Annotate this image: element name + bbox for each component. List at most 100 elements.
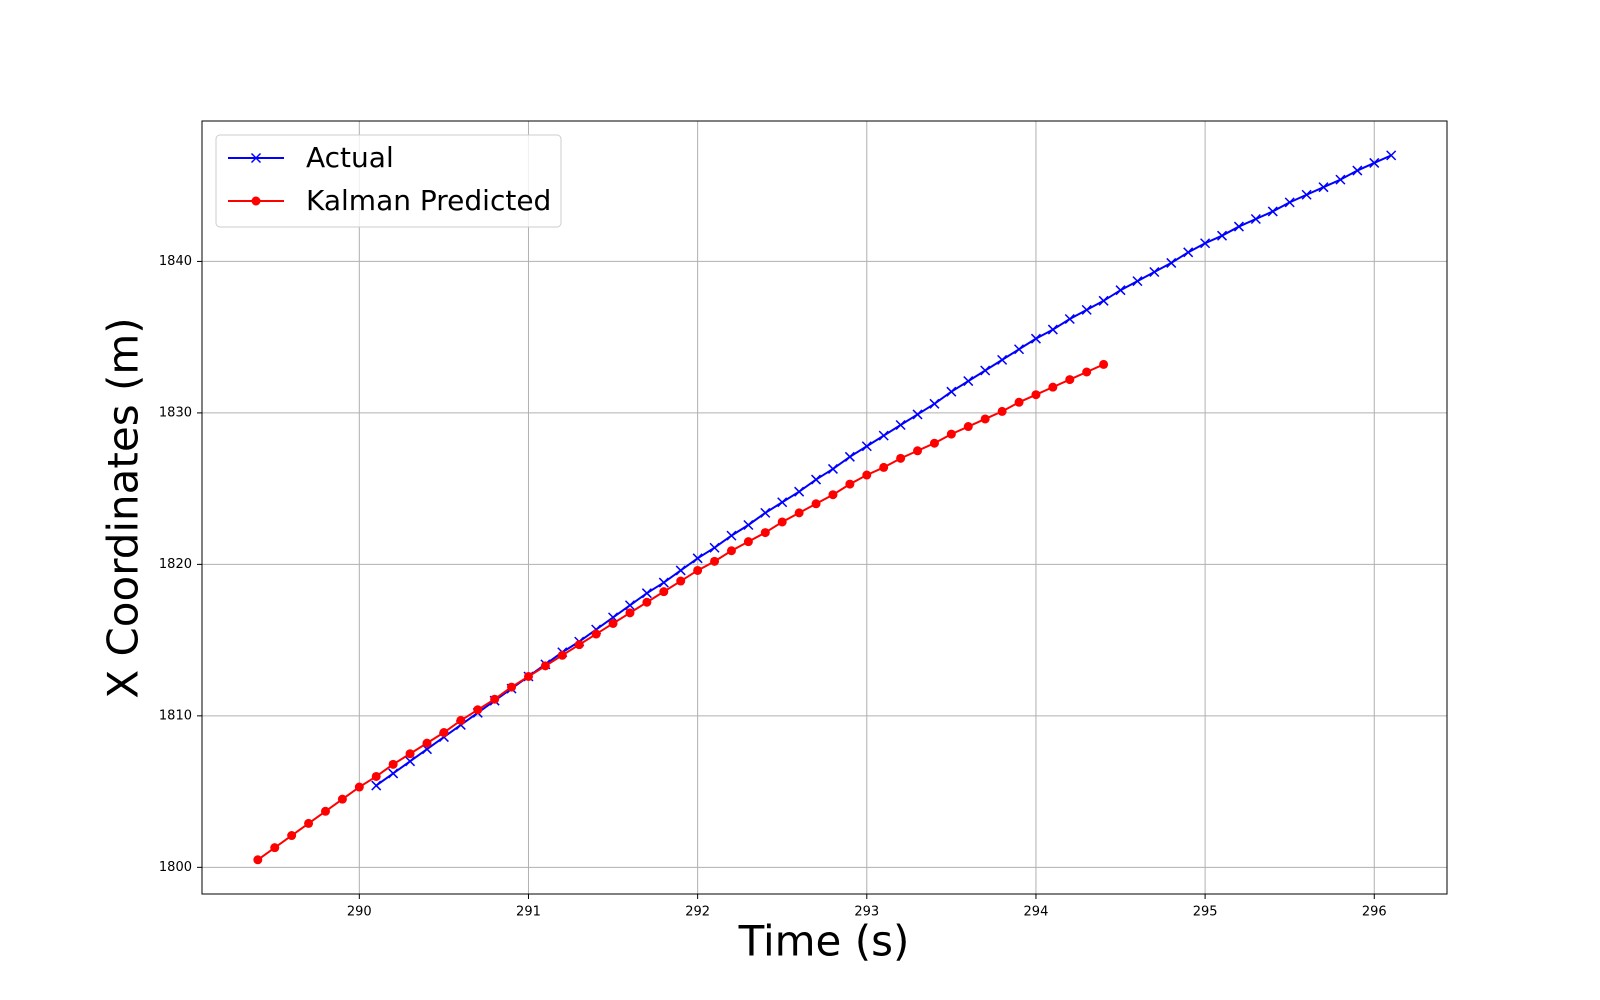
marker (946, 429, 956, 439)
marker (913, 446, 923, 456)
marker (861, 441, 872, 452)
marker (625, 608, 635, 618)
marker (1352, 165, 1363, 176)
marker (1335, 174, 1346, 185)
marker (692, 553, 703, 564)
marker (811, 499, 821, 509)
marker (1166, 257, 1177, 268)
marker (1014, 397, 1024, 407)
legend-marker (251, 196, 261, 206)
marker (879, 462, 889, 472)
marker (895, 419, 906, 431)
marker (540, 661, 550, 671)
marker (827, 463, 838, 474)
marker (709, 542, 720, 553)
marker (507, 682, 517, 692)
marker (1132, 276, 1143, 287)
y-tick-label: 1840 (159, 254, 192, 269)
marker (1183, 247, 1194, 258)
marker (1284, 197, 1295, 208)
marker (980, 414, 990, 424)
marker (675, 565, 686, 576)
marker (641, 588, 652, 599)
marker (405, 756, 416, 767)
marker (473, 705, 483, 715)
marker (1031, 390, 1041, 400)
marker (862, 470, 872, 480)
marker (726, 546, 736, 556)
marker (371, 780, 382, 791)
marker (693, 565, 703, 575)
marker (1082, 367, 1092, 377)
marker (997, 406, 1007, 416)
y-axis-label: X Coordinates (m) (99, 317, 148, 698)
marker (659, 587, 669, 597)
marker (1081, 304, 1092, 315)
marker (456, 715, 466, 725)
legend-label: Actual (306, 141, 394, 174)
marker (946, 386, 957, 397)
marker (337, 794, 347, 804)
x-tick-label: 293 (854, 905, 879, 920)
y-tick-label: 1830 (159, 405, 192, 420)
marker (574, 640, 584, 650)
marker (777, 517, 787, 527)
marker (743, 537, 753, 547)
marker (676, 576, 686, 586)
marker (1200, 238, 1211, 249)
marker (1098, 295, 1109, 306)
marker (270, 843, 280, 853)
marker (439, 728, 449, 738)
marker (878, 430, 889, 441)
marker (490, 694, 500, 704)
marker (1250, 213, 1261, 225)
marker (304, 818, 314, 828)
marker (624, 600, 635, 611)
marker (1301, 189, 1312, 200)
marker (963, 422, 973, 432)
marker (1115, 285, 1126, 296)
marker (523, 671, 533, 681)
marker (405, 749, 415, 759)
marker (354, 782, 364, 792)
marker (794, 508, 804, 518)
marker (794, 486, 805, 497)
marker (1030, 333, 1041, 344)
marker (422, 738, 432, 748)
x-tick-label: 292 (685, 905, 710, 920)
marker (743, 519, 754, 531)
marker (929, 398, 940, 409)
marker (828, 490, 838, 500)
marker (777, 497, 788, 508)
legend-label: Kalman Predicted (306, 184, 551, 217)
marker (1065, 375, 1075, 385)
marker (658, 577, 669, 588)
marker (1099, 359, 1109, 369)
x-tick-label: 290 (347, 905, 372, 920)
marker (1047, 324, 1058, 335)
x-tick-label: 295 (1193, 905, 1218, 920)
marker (642, 597, 652, 607)
legend-marker (250, 152, 262, 164)
marker (896, 453, 906, 463)
marker (287, 831, 297, 841)
marker (1233, 221, 1244, 232)
x-tick-label: 291 (516, 905, 541, 920)
x-tick-label: 296 (1362, 905, 1387, 920)
marker (912, 409, 923, 420)
marker (608, 618, 618, 628)
marker (388, 768, 399, 779)
marker (371, 771, 381, 781)
marker (1318, 182, 1329, 193)
marker (1048, 382, 1058, 392)
marker (710, 556, 720, 566)
marker (997, 354, 1008, 365)
marker (929, 438, 939, 448)
y-tick-label: 1800 (159, 860, 192, 875)
marker (591, 629, 601, 639)
marker (844, 451, 855, 462)
x-tick-label: 294 (1024, 905, 1049, 920)
marker (963, 376, 974, 387)
marker (1064, 313, 1075, 325)
